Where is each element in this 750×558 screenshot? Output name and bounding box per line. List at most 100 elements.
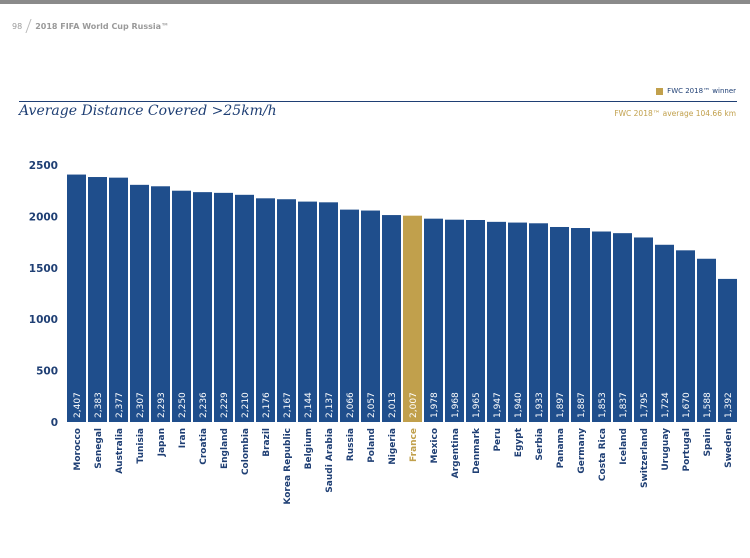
y-tick-label: 2000 — [29, 211, 58, 223]
x-tick-label: Mexico — [430, 428, 440, 463]
x-tick-label: Argentina — [451, 428, 461, 478]
bar-value-label: 2,144 — [304, 392, 314, 418]
bar-value-label: 2,293 — [157, 392, 167, 418]
bar-argentina — [445, 219, 464, 422]
bar-brazil — [256, 198, 275, 422]
x-tick-label: Morocco — [73, 428, 83, 471]
page-number: 98 — [12, 22, 23, 31]
x-tick-label: Nigeria — [388, 428, 398, 465]
bar-france — [403, 215, 422, 422]
bar-value-label: 1,853 — [598, 392, 608, 418]
bar-senegal — [88, 177, 107, 422]
x-tick-label: Serbia — [535, 428, 545, 461]
bar-value-label: 2,066 — [346, 392, 356, 418]
y-axis: 0 500 1000 1500 2000 2500 — [29, 160, 58, 429]
bar-value-label: 2,407 — [73, 392, 83, 418]
x-tick-label: Iceland — [619, 428, 629, 465]
bar-japan — [151, 186, 170, 422]
bar-panama — [550, 226, 569, 422]
bar-value-label: 2,167 — [283, 392, 293, 418]
x-tick-label: Poland — [367, 428, 377, 463]
x-tick-label: England — [220, 428, 230, 469]
bar-iceland — [613, 233, 632, 422]
publication-title: 2018 FIFA World Cup Russia™ — [35, 22, 170, 31]
top-rule — [0, 0, 750, 4]
x-tick-label: Australia — [115, 428, 125, 474]
x-tick-label: Egypt — [514, 427, 524, 457]
bar-value-label: 1,837 — [619, 392, 629, 418]
bar-value-label: 2,013 — [388, 392, 398, 418]
x-tick-label: Senegal — [94, 428, 104, 469]
bar-morocco — [67, 174, 86, 422]
x-tick-label: Panama — [556, 428, 566, 468]
bar-uruguay — [655, 244, 674, 422]
x-tick-label: Denmark — [472, 427, 482, 474]
chart-title: Average Distance Covered >25km/h — [19, 103, 277, 119]
x-tick-label: Portugal — [682, 428, 692, 472]
bar-england — [214, 192, 233, 422]
x-tick-label: Costa Rica — [598, 428, 608, 481]
bar-korea-republic — [277, 199, 296, 422]
data-labels: 2,407 2,383 2,377 2,307 2,293 2,250 2,236 2,229… — [73, 392, 734, 418]
x-tick-label: Russia — [346, 428, 356, 461]
title-rule — [19, 101, 737, 102]
y-tick-label: 2500 — [29, 160, 58, 172]
bar-value-label: 2,307 — [136, 392, 146, 418]
x-tick-label: Colombia — [241, 428, 251, 475]
x-tick-label: Switzerland — [640, 428, 650, 488]
x-tick-label: Croatia — [199, 428, 209, 465]
bar-value-label: 1,940 — [514, 392, 524, 418]
bar-value-label: 1,392 — [724, 392, 734, 418]
bar-value-label: 2,250 — [178, 392, 188, 418]
bar-poland — [361, 210, 380, 422]
bar-value-label: 1,933 — [535, 392, 545, 418]
bar-saudi-arabia — [319, 202, 338, 422]
bar-belgium — [298, 201, 317, 422]
bar-value-label: 2,176 — [262, 392, 272, 418]
bar-value-label: 2,229 — [220, 392, 230, 418]
x-tick-label: Spain — [703, 428, 713, 457]
bar-russia — [340, 209, 359, 422]
x-tick-label: Saudi Arabia — [325, 428, 335, 493]
bar-value-label: 2,210 — [241, 392, 251, 418]
bar-spain — [697, 258, 716, 422]
bar-colombia — [235, 194, 254, 422]
bar-iran — [172, 190, 191, 422]
x-tick-label: Belgium — [304, 428, 314, 469]
legend-swatch — [656, 87, 664, 95]
x-tick-label: Peru — [493, 428, 503, 452]
bar-costa-rica — [592, 231, 611, 422]
bar-value-label: 1,947 — [493, 392, 503, 418]
bar-value-label: 2,007 — [409, 392, 419, 418]
bar-value-label: 2,236 — [199, 392, 209, 418]
bar-value-label: 2,057 — [367, 392, 377, 418]
x-tick-label: Sweden — [724, 428, 734, 468]
bar-tunisia — [130, 184, 149, 422]
y-tick-label: 1000 — [29, 314, 58, 326]
bar-peru — [487, 221, 506, 422]
x-tick-label: Japan — [157, 428, 167, 457]
bar-value-label: 2,377 — [115, 392, 125, 418]
bar-australia — [109, 177, 128, 422]
x-tick-label: Germany — [577, 428, 587, 474]
bar-value-label: 2,383 — [94, 392, 104, 418]
x-tick-label: France — [409, 428, 419, 462]
bar-value-label: 1,724 — [661, 392, 671, 418]
bar-value-label: 1,968 — [451, 392, 461, 418]
legend: FWC 2018™ winner — [656, 87, 736, 95]
bar-nigeria — [382, 215, 401, 422]
y-tick-label: 0 — [51, 417, 58, 429]
x-tick-label: Korea Republic — [283, 428, 293, 505]
bar-value-label: 1,965 — [472, 392, 482, 418]
x-tick-label: Tunisia — [136, 428, 146, 464]
bar-denmark — [466, 219, 485, 422]
bar-sweden — [718, 278, 737, 422]
legend-label: FWC 2018™ winner — [667, 87, 736, 95]
x-tick-label: Iran — [178, 428, 188, 448]
bar-value-label: 1,795 — [640, 392, 650, 418]
x-tick-label: Uruguay — [661, 428, 671, 471]
bar-value-label: 1,887 — [577, 392, 587, 418]
bar-switzerland — [634, 237, 653, 422]
bar-value-label: 1,978 — [430, 392, 440, 418]
